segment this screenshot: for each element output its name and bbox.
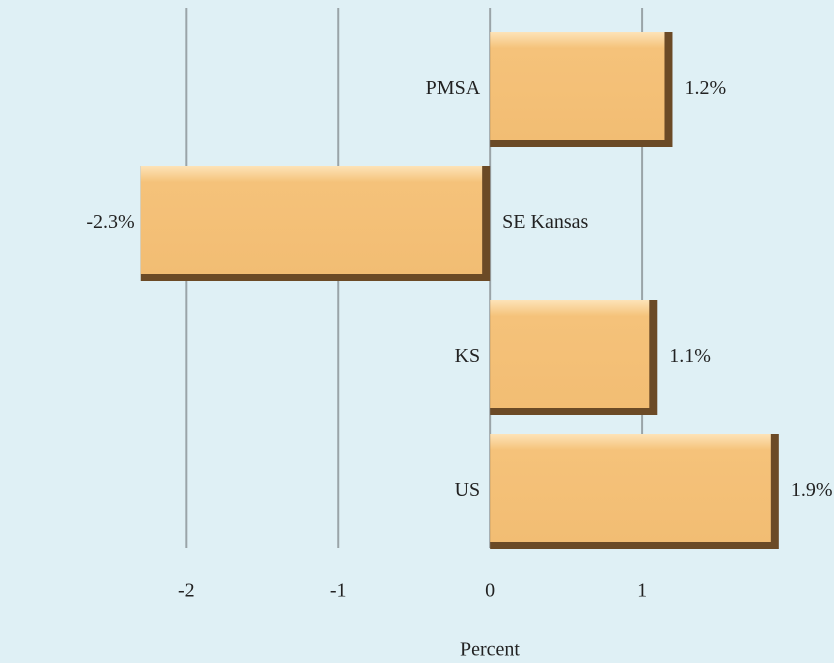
category-label: PMSA <box>426 77 481 99</box>
x-tick-label: -2 <box>178 580 195 602</box>
value-label: 1.2% <box>684 77 726 99</box>
x-tick-label: -1 <box>330 580 347 602</box>
bar <box>490 300 650 408</box>
bar <box>490 32 665 140</box>
x-axis-label: Percent <box>460 639 520 661</box>
bar <box>140 166 483 274</box>
category-label: KS <box>455 345 481 367</box>
category-label: SE Kansas <box>502 211 588 233</box>
value-label: 1.1% <box>669 345 711 367</box>
value-label: -2.3% <box>86 211 134 233</box>
category-label: US <box>455 479 481 501</box>
bar <box>490 434 771 542</box>
x-tick-label: 1 <box>637 580 647 602</box>
x-tick-label: 0 <box>485 580 495 602</box>
value-label: 1.9% <box>791 479 833 501</box>
